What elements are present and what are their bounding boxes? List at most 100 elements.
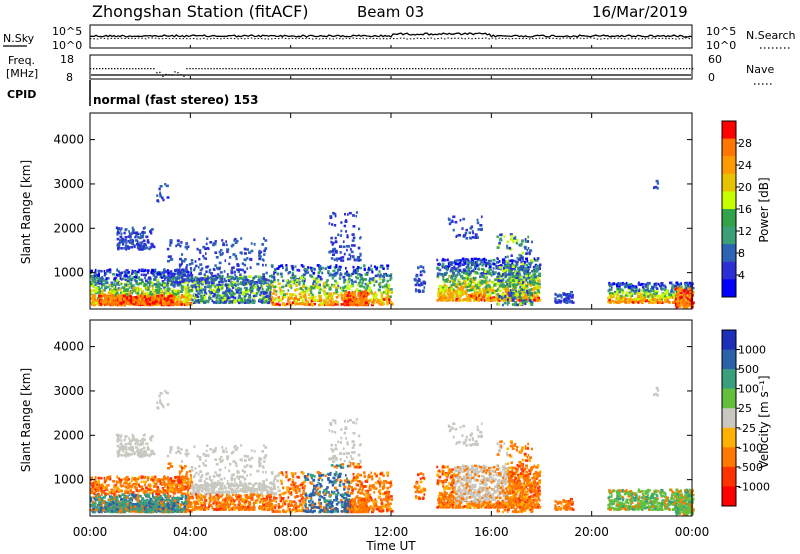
power-cell	[345, 267, 347, 270]
nave-point	[592, 68, 594, 70]
power-cell	[344, 212, 346, 216]
power-cell	[440, 291, 444, 294]
power-cell	[257, 285, 259, 288]
power-cell	[513, 273, 516, 276]
power-cell	[340, 221, 343, 224]
power-cell	[539, 263, 542, 267]
power-cell	[131, 292, 133, 295]
power-cell	[232, 253, 236, 256]
power-cell	[161, 294, 164, 297]
power-cell	[115, 301, 119, 304]
power-cell	[142, 239, 146, 243]
power-cell	[518, 268, 522, 271]
power-cell	[125, 245, 128, 249]
power-cell	[192, 285, 195, 288]
power-cell	[351, 233, 355, 236]
nave-point	[261, 68, 263, 70]
power-cell	[351, 291, 354, 294]
power-cell	[121, 277, 125, 281]
power-cell	[198, 279, 201, 283]
power-cell	[171, 272, 174, 276]
power-cell	[506, 292, 509, 296]
power-cell	[97, 272, 100, 276]
power-cell	[469, 284, 472, 287]
power-cell	[309, 266, 312, 270]
power-cell	[330, 240, 333, 244]
power-cell	[519, 292, 522, 295]
power-cell	[164, 303, 167, 307]
power-cell	[457, 286, 460, 290]
power-cell	[190, 284, 194, 288]
power-cell	[138, 300, 140, 303]
noise-sky-trace	[90, 32, 693, 38]
power-cell	[342, 286, 346, 289]
power-cell	[312, 286, 316, 290]
power-cell	[262, 277, 265, 281]
power-cell	[354, 271, 358, 274]
power-cell	[419, 270, 422, 274]
power-cell	[387, 285, 391, 288]
power-cell	[101, 295, 104, 298]
power-cell	[439, 296, 442, 299]
nave-trace	[90, 68, 694, 78]
power-cell	[444, 258, 447, 262]
power-cell	[182, 272, 186, 275]
power-cell	[204, 292, 208, 295]
power-cell	[331, 283, 333, 287]
power-cell	[277, 279, 280, 282]
power-cell	[159, 282, 161, 286]
power-cell	[130, 296, 133, 300]
power-cell	[186, 247, 188, 251]
power-cell	[180, 296, 183, 299]
power-cell	[115, 283, 119, 286]
power-cell	[473, 278, 476, 281]
power-cell	[516, 303, 519, 307]
nave-point	[147, 68, 149, 70]
power-cell	[244, 247, 246, 251]
power-cell	[221, 283, 223, 287]
power-cell	[336, 271, 339, 274]
power-cell	[536, 298, 539, 301]
power-cell	[226, 283, 230, 286]
power-cell	[530, 288, 533, 291]
power-cell	[454, 267, 457, 271]
power-cell	[443, 272, 447, 275]
power-cell	[523, 278, 527, 282]
power-cell	[103, 282, 106, 286]
power-cell	[145, 286, 148, 290]
power-cell	[204, 247, 208, 250]
power-cell	[438, 294, 441, 297]
power-cell	[159, 301, 162, 304]
nave-point	[625, 68, 628, 70]
power-cell	[149, 230, 152, 233]
power-cell	[191, 298, 194, 302]
power-cell	[520, 265, 523, 268]
power-cell	[496, 275, 500, 279]
power-cell	[506, 279, 510, 282]
power-cell	[504, 290, 507, 293]
power-cell	[127, 239, 130, 243]
nave-point	[391, 68, 393, 70]
power-cell	[479, 275, 482, 279]
power-cell	[131, 290, 133, 294]
cpid-text: normal (fast stereo) 153	[93, 93, 259, 107]
nave-point	[330, 68, 333, 70]
power-cell	[236, 263, 240, 266]
power-cell	[303, 279, 306, 283]
power-cell	[166, 285, 169, 288]
power-cell	[357, 284, 360, 287]
nave-point	[517, 68, 519, 70]
power-cell	[187, 282, 189, 285]
nave-point	[541, 68, 543, 70]
power-cell	[262, 263, 264, 267]
power-cell	[417, 266, 420, 269]
nave-point	[688, 68, 691, 70]
power-cell	[366, 289, 370, 292]
power-cell	[299, 276, 303, 280]
power-cell	[310, 285, 313, 289]
power-cell	[476, 260, 479, 263]
power-cell	[474, 261, 477, 264]
power-cell	[215, 301, 218, 305]
power-cell	[251, 301, 254, 304]
power-cell	[343, 281, 346, 284]
